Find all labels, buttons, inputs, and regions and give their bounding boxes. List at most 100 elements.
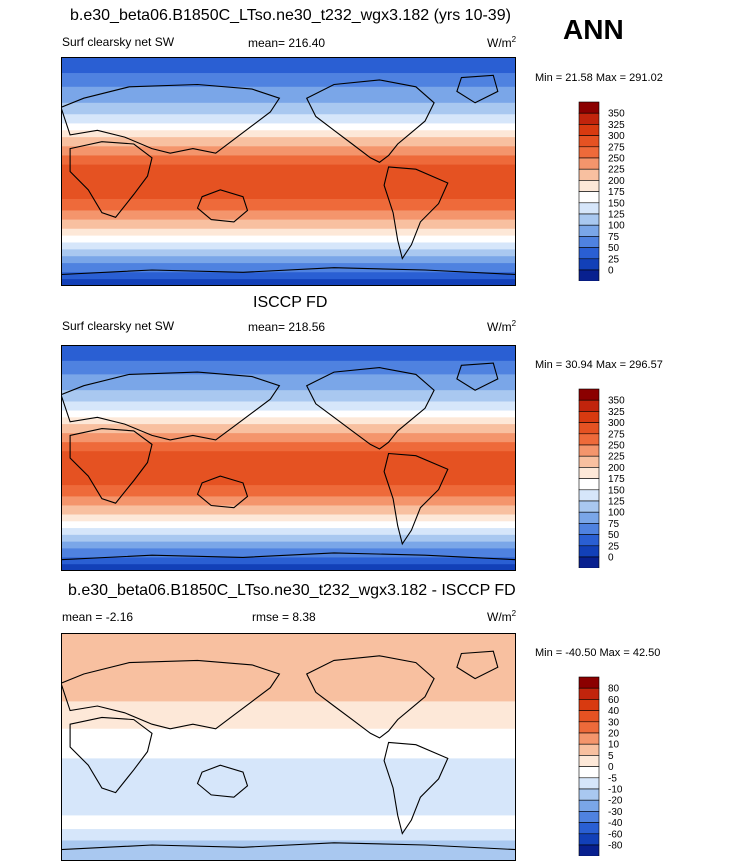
panel1-field-band <box>61 263 516 273</box>
panel2-field-band <box>61 390 516 402</box>
panel1-field-band <box>61 256 516 264</box>
panel1-colorbar-box <box>578 191 600 204</box>
panel3-map-frame <box>61 633 516 861</box>
panel3-colorbar-tick-label: -40 <box>608 818 623 829</box>
panel1-field-band <box>61 279 516 286</box>
panel3-colorbar-tick-label: 5 <box>608 751 614 762</box>
panel3-field-band <box>61 758 516 816</box>
panel1-colorbar-box <box>578 135 600 148</box>
panel3-field-band <box>61 701 516 730</box>
panel2-field-band <box>61 534 516 543</box>
panel2-variable-label: Surf clearsky net SW <box>62 319 175 333</box>
panel1-minmax-label: Min = 21.58 Max = 291.02 <box>535 72 663 84</box>
panel1-coastline <box>61 267 516 276</box>
panel2-colorbar-box <box>578 556 600 568</box>
panel3-colorbar-box <box>578 766 600 779</box>
panel3-colorbar-box <box>578 732 600 745</box>
panel3-colorbar-tick-label: -30 <box>608 807 623 818</box>
panel1-coastline <box>383 166 449 260</box>
panel2-colorbar-box <box>578 511 600 524</box>
panel3-field-band <box>61 840 516 861</box>
panel2-colorbar-box <box>578 534 600 547</box>
panel3-colorbar-box <box>578 721 600 734</box>
panel1-colorbar-tick-label: 325 <box>608 120 625 131</box>
panel1-colorbar-tick-label: 225 <box>608 165 625 176</box>
panel2-colorbar-tick-label: 200 <box>608 463 625 474</box>
panel2-field-band <box>61 541 516 549</box>
panel2-colorbar-tick-label: 350 <box>608 396 625 407</box>
panel1-field-band <box>61 86 516 104</box>
panel2-field-band <box>61 417 516 425</box>
panel2-coastline <box>196 475 249 509</box>
panel1-colorbar-tick-label: 50 <box>608 243 620 254</box>
panel2-colorbar-box <box>578 455 600 468</box>
panel2-title: ISCCP FD <box>253 294 328 311</box>
panel3-colorbar-tick-label: -10 <box>608 785 623 796</box>
panel3-colorbar-box <box>578 788 600 801</box>
season-label: ANN <box>563 14 624 45</box>
panel2-colorbar-box <box>578 545 600 558</box>
panel2-field-band <box>61 401 516 412</box>
panel3-coastline <box>196 764 249 798</box>
panel3-colorbar-box <box>578 699 600 711</box>
panel1-field-band <box>61 198 516 211</box>
panel1-coastline <box>61 83 281 154</box>
panel2-field-band <box>61 564 516 571</box>
panel2-coastlines <box>61 362 516 561</box>
panel1-colorbar-box <box>578 157 600 170</box>
panel2-field-band <box>61 345 516 362</box>
panel1-field-band <box>61 146 516 156</box>
panel3-field-band <box>61 728 516 759</box>
panel3-field-band <box>61 633 516 702</box>
panel2-colorbar-tick-label: 0 <box>608 553 614 564</box>
panel2-coastline <box>456 362 499 391</box>
panel2-field-band <box>61 360 516 375</box>
panel1-field-band <box>61 57 516 74</box>
panel1-field-band <box>61 114 516 124</box>
panel1-field-band <box>61 123 516 131</box>
panel1-field-band <box>61 73 516 88</box>
panel1-colorbar-tick-label: 25 <box>608 254 620 265</box>
panel1-colorbar-box <box>578 247 600 260</box>
panel1-field-band <box>61 164 516 200</box>
panel1-colorbar-tick-label: 0 <box>608 266 614 277</box>
panel2-field-band <box>61 410 516 418</box>
panel3-colorbar-box <box>578 822 600 835</box>
panel2-field-bands <box>61 345 516 571</box>
panel2-colorbar-tick-label: 175 <box>608 474 625 485</box>
panel2-colorbar-tick-label: 275 <box>608 429 625 440</box>
panel1-colorbar-box <box>578 202 600 215</box>
panel2-field-band <box>61 424 516 434</box>
panel1-coastlines <box>61 74 516 276</box>
panel1-units-label: W/m2 <box>487 35 517 50</box>
panel1-colorbar-tick-label: 175 <box>608 187 625 198</box>
panel2-colorbar-box <box>578 467 600 479</box>
panel1-coastline <box>305 79 435 163</box>
panel2-colorbar-tick-label: 25 <box>608 541 620 552</box>
panel2-field-band <box>61 557 516 565</box>
panel1-colorbar-tick-label: 150 <box>608 198 625 209</box>
panel3-field-band <box>61 829 516 841</box>
panel2-coastline <box>61 371 281 441</box>
panel2-colorbar-tick-label: 100 <box>608 508 625 519</box>
panel1-colorbar-box <box>578 269 600 281</box>
panel3-colorbar-box <box>578 676 600 689</box>
panel3-colorbar-box <box>578 743 600 756</box>
panel3-colorbar-tick-label: -5 <box>608 773 617 784</box>
panel2-colorbar-tick-label: 150 <box>608 485 625 496</box>
panel3-field-bands <box>61 633 516 861</box>
panel3-field-band <box>61 815 516 830</box>
panel3-colorbar-box <box>578 687 600 700</box>
panel1-field-band <box>61 272 516 280</box>
panel2-colorbar-tick-label: 50 <box>608 530 620 541</box>
panel2-colorbar-tick-label: 300 <box>608 418 625 429</box>
panel1-coastline <box>196 189 249 223</box>
panel1-colorbar-box <box>578 180 600 192</box>
panel2-minmax-label: Min = 30.94 Max = 296.57 <box>535 359 663 371</box>
panel1-coastline <box>456 74 499 104</box>
panel2-colorbar-tick-label: 75 <box>608 519 620 530</box>
panel1-field-band <box>61 219 516 230</box>
panel2-colorbar-tick-label: 325 <box>608 407 625 418</box>
panel1-coastline <box>69 141 153 218</box>
